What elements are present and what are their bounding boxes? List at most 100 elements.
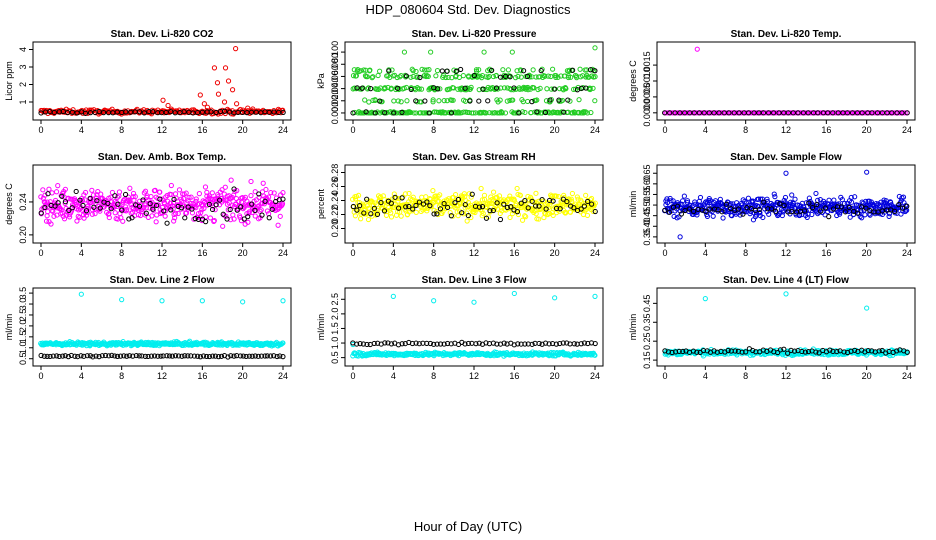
data-point	[715, 207, 721, 213]
data-point	[62, 353, 68, 359]
data-point	[501, 85, 508, 91]
data-point	[399, 341, 405, 347]
data-point	[522, 109, 528, 116]
data-point	[271, 190, 277, 196]
data-point	[788, 347, 794, 353]
data-point	[781, 346, 787, 352]
data-point	[536, 340, 542, 347]
data-point	[461, 191, 467, 197]
data-point	[155, 353, 161, 359]
data-point	[75, 353, 81, 360]
data-point	[517, 192, 523, 198]
data-point	[97, 205, 103, 211]
data-point	[220, 211, 226, 217]
panel-2: Stan. Dev. Li-820 Pressure 0 4 8 12 16 20 24 0.0…	[316, 29, 604, 135]
y-tick-label: 1.0	[330, 337, 340, 350]
data-point	[838, 204, 844, 210]
data-point	[533, 211, 539, 217]
data-point	[367, 67, 373, 73]
data-point	[518, 68, 524, 74]
y-axis-label: percent	[316, 188, 326, 219]
y-tick-label: 0.000	[330, 102, 340, 125]
data-point	[149, 213, 155, 219]
data-point	[846, 110, 852, 116]
y-tick-label: 2.0	[330, 308, 340, 321]
data-point	[557, 206, 563, 212]
data-point	[565, 97, 571, 103]
data-point	[368, 211, 374, 217]
x-tick-label: 12	[469, 248, 479, 258]
figure-title: HDP_080604 Std. Dev. Diagnostics	[366, 2, 571, 17]
data-point	[576, 97, 582, 103]
y-tick-label: 3.0	[18, 298, 28, 311]
y-tick-label: 0.5	[330, 351, 340, 364]
x-tick-label: 8	[431, 371, 436, 381]
data-point	[362, 97, 368, 103]
data-point	[161, 208, 167, 214]
data-point	[766, 211, 772, 217]
data-point	[395, 98, 401, 104]
outlier-point	[592, 45, 598, 51]
data-point	[357, 341, 363, 347]
x-tick-label: 24	[902, 248, 912, 258]
data-point	[231, 353, 237, 359]
data-point	[54, 353, 60, 359]
data-point	[358, 216, 364, 222]
data-point	[94, 198, 100, 204]
data-point	[736, 110, 742, 116]
data-point	[570, 67, 576, 73]
data-point	[472, 110, 479, 116]
data-point	[473, 341, 479, 347]
outlier-point	[552, 295, 558, 301]
x-tick-label: 8	[743, 125, 748, 135]
data-points	[662, 169, 910, 240]
data-point	[172, 191, 179, 197]
outlier-point	[702, 296, 708, 302]
y-axis-label: degrees C	[4, 183, 14, 225]
data-point	[50, 353, 56, 359]
data-point	[62, 186, 68, 192]
data-point	[490, 207, 496, 214]
data-point	[77, 197, 83, 203]
y-tick-label: 2.0	[18, 320, 28, 333]
data-point	[750, 347, 756, 354]
outlier-point	[221, 99, 228, 105]
data-point	[267, 353, 274, 359]
series-reference	[38, 108, 286, 116]
data-point	[525, 98, 531, 105]
data-point	[782, 194, 789, 201]
data-point	[894, 348, 900, 354]
x-tick-label: 24	[278, 125, 288, 135]
data-point	[126, 216, 132, 222]
data-point	[668, 198, 674, 204]
data-point	[490, 340, 497, 346]
data-point	[537, 85, 543, 92]
data-point	[723, 201, 729, 207]
data-point	[148, 353, 155, 359]
outlier-point	[428, 49, 434, 55]
data-point	[550, 212, 556, 218]
data-point	[274, 353, 280, 360]
data-point	[209, 190, 215, 196]
data-point	[114, 194, 121, 200]
y-tick-label: 0.060	[330, 65, 340, 88]
outlier-point	[694, 46, 700, 52]
x-tick-label: 12	[781, 371, 791, 381]
data-point	[60, 213, 66, 219]
data-point	[583, 85, 589, 91]
data-point	[388, 341, 395, 347]
data-point	[188, 353, 194, 359]
data-point	[567, 209, 574, 215]
data-point	[737, 212, 743, 218]
x-tick-label: 20	[238, 125, 248, 135]
data-point	[252, 189, 258, 195]
data-point	[516, 110, 522, 116]
data-point	[81, 353, 87, 359]
data-point	[395, 85, 401, 91]
data-point	[381, 208, 388, 214]
data-point	[431, 211, 437, 217]
data-point	[497, 216, 504, 223]
y-tick-label: 0.50	[642, 196, 652, 214]
data-point	[230, 212, 236, 218]
x-tick-label: 20	[550, 248, 560, 258]
